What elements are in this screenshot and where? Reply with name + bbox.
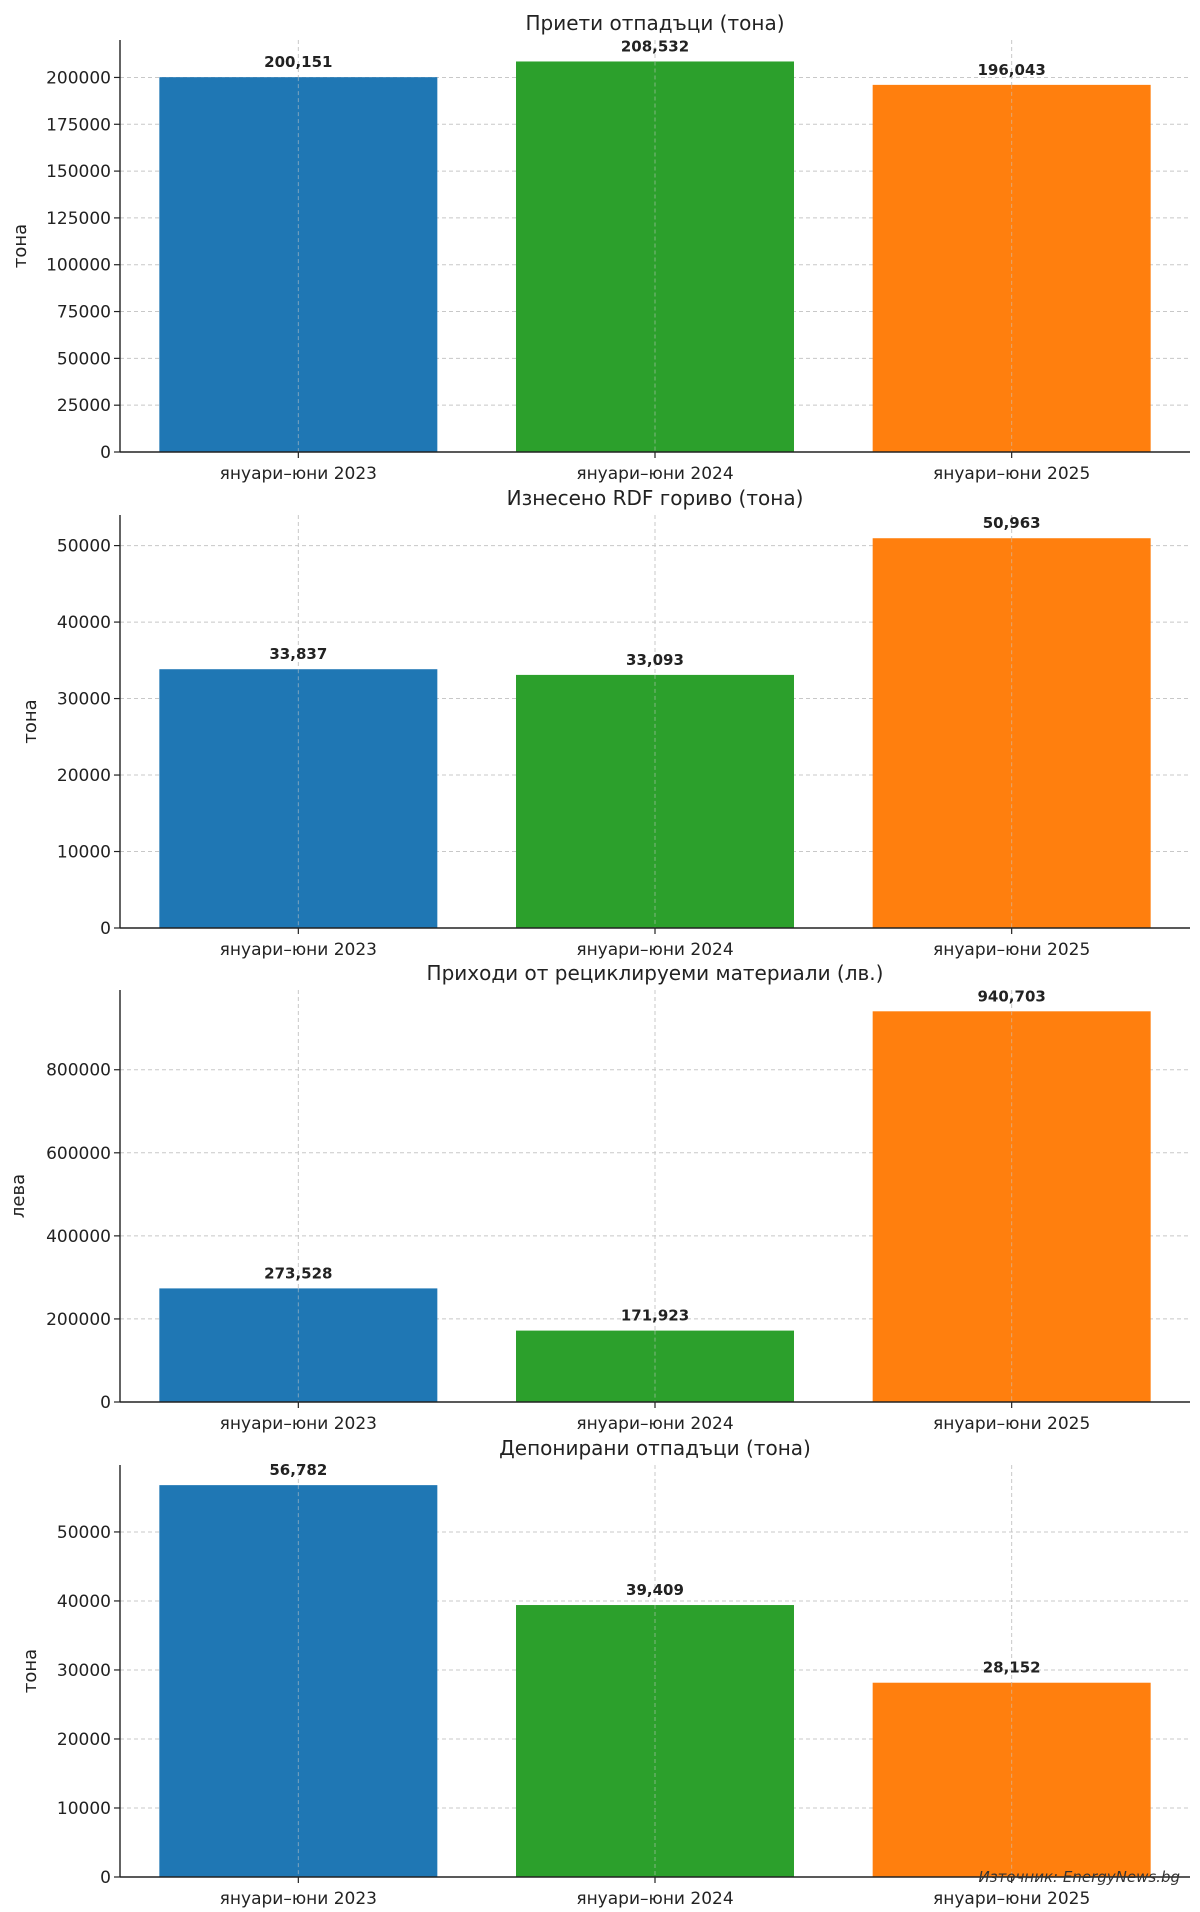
y-tick-label: 0 <box>100 1868 111 1888</box>
y-tick-label: 600000 <box>46 1144 111 1164</box>
value-label: 940,703 <box>978 987 1046 1005</box>
y-tick-label: 50000 <box>57 1523 111 1543</box>
chart-panel-1: 0 25000 50000 75000 100000 125000 150000 175000… <box>10 11 1190 484</box>
bar-1 <box>159 77 438 453</box>
y-tick-label: 75000 <box>57 303 111 323</box>
y-tick-label: 0 <box>100 1393 111 1413</box>
y-tick-label: 100000 <box>46 256 111 276</box>
x-tick-label: януари–юни 2025 <box>933 464 1090 484</box>
value-label: 33,093 <box>626 651 684 669</box>
chart-title: Приходи от рециклируеми материали (лв.) <box>427 961 884 985</box>
value-label: 33,837 <box>269 645 327 663</box>
y-tick-label: 200000 <box>46 1310 111 1330</box>
value-label: 208,532 <box>621 37 689 55</box>
value-label: 273,528 <box>264 1264 332 1282</box>
x-tick-label: януари–юни 2025 <box>933 1889 1090 1909</box>
y-axis-label: тона <box>20 1649 41 1693</box>
x-tick-label: януари–юни 2024 <box>576 940 733 960</box>
y-tick-label: 175000 <box>46 115 111 135</box>
y-axis-label: лева <box>8 1174 29 1218</box>
x-tick-label: януари–юни 2025 <box>933 1414 1090 1434</box>
y-tick-label: 200000 <box>46 68 111 88</box>
chart-panel-2: 0 10000 20000 30000 40000 50000 33,837 33,093 50… <box>20 486 1190 960</box>
x-tick-label: януари–юни 2023 <box>220 1889 377 1909</box>
y-tick-label: 0 <box>100 919 111 939</box>
y-tick-label: 25000 <box>57 396 111 416</box>
y-tick-label: 150000 <box>46 162 111 182</box>
y-tick-label: 30000 <box>57 690 111 710</box>
value-label: 171,923 <box>621 1307 689 1325</box>
x-tick-label: януари–юни 2023 <box>220 464 377 484</box>
x-tick-label: януари–юни 2025 <box>933 940 1090 960</box>
y-tick-label: 125000 <box>46 209 111 229</box>
y-tick-label: 400000 <box>46 1227 111 1247</box>
y-tick-label: 10000 <box>57 843 111 863</box>
y-tick-label: 50000 <box>57 537 111 557</box>
value-label: 56,782 <box>269 1461 327 1479</box>
chart-title: Изнесено RDF гориво (тона) <box>507 486 804 510</box>
y-tick-label: 0 <box>100 443 111 463</box>
x-tick-label: януари–юни 2024 <box>576 1889 733 1909</box>
value-label: 196,043 <box>978 61 1046 79</box>
y-tick-label: 20000 <box>57 1730 111 1750</box>
chart-title: Депонирани отпадъци (тона) <box>499 1436 811 1460</box>
y-axis-label: тона <box>20 699 41 743</box>
value-label: 39,409 <box>626 1581 684 1599</box>
chart-panel-3: 0 200000 400000 600000 800000 273,528 171,923 9… <box>8 961 1190 1434</box>
chart-panel-4: 0 10000 20000 30000 40000 50000 56,782 39,409 28… <box>20 1436 1190 1909</box>
y-tick-label: 20000 <box>57 766 111 786</box>
y-tick-label: 40000 <box>57 1592 111 1612</box>
value-label: 28,152 <box>983 1659 1041 1677</box>
y-tick-label: 10000 <box>57 1799 111 1819</box>
x-tick-label: януари–юни 2023 <box>220 940 377 960</box>
y-axis-label: тона <box>10 224 31 268</box>
value-label: 200,151 <box>264 53 332 71</box>
y-tick-label: 800000 <box>46 1061 111 1081</box>
y-tick-label: 40000 <box>57 613 111 633</box>
x-tick-label: януари–юни 2024 <box>576 464 733 484</box>
source-note: Източник: EnergyNews.bg <box>978 1868 1180 1886</box>
x-tick-label: януари–юни 2023 <box>220 1414 377 1434</box>
y-tick-label: 30000 <box>57 1661 111 1681</box>
value-label: 50,963 <box>983 514 1041 532</box>
chart-title: Приети отпадъци (тона) <box>525 11 784 35</box>
x-tick-label: януари–юни 2024 <box>576 1414 733 1434</box>
y-tick-label: 50000 <box>57 349 111 369</box>
